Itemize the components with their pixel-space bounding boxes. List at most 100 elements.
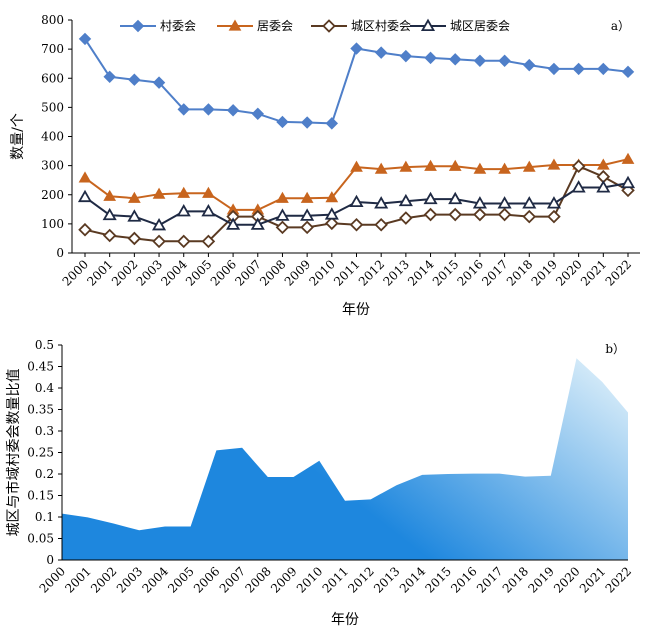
data-point (374, 217, 388, 232)
y-tick-label: 0.45 (27, 360, 54, 374)
y-axis-title: 城区与市域村委会数量比值 (5, 369, 22, 537)
x-tick-label: 2004 (158, 257, 190, 289)
data-point (523, 58, 536, 72)
data-point (177, 103, 190, 116)
data-point (177, 186, 191, 198)
x-tick-label: 2012 (345, 564, 376, 595)
y-tick-label: 800 (41, 13, 64, 27)
data-point (398, 193, 413, 207)
data-point (621, 183, 635, 198)
data-point (399, 49, 413, 63)
area-chart-panel: 0 0.05 0.1 0.15 0.2 0.25 0.3 0.35 0.4 0.45 0.5 2000… (5, 338, 634, 628)
x-tick-label: 2003 (114, 564, 145, 595)
x-tick-label: 2014 (405, 257, 437, 289)
data-point (522, 160, 536, 172)
data-point (572, 62, 585, 76)
data-point (77, 189, 93, 203)
y-axis-title: 数量/个 (10, 113, 26, 160)
y-tick-label: 0.25 (27, 446, 54, 460)
x-tick-label: 2002 (88, 564, 119, 595)
y-tick-label: 0 (46, 553, 54, 567)
panel-label-a: a） (611, 19, 630, 33)
x-tick-label: 2021 (577, 564, 608, 595)
data-point (201, 204, 216, 217)
data-point (152, 234, 166, 249)
y-tick-label: 0.2 (35, 467, 54, 481)
y-tick-label: 0.15 (27, 489, 54, 503)
x-tick-label: 2001 (84, 257, 115, 288)
data-point (448, 207, 462, 222)
data-point (201, 234, 216, 249)
data-point (103, 70, 116, 84)
data-point (324, 207, 339, 220)
x-tick-label: 2019 (529, 257, 560, 288)
data-point (498, 54, 511, 67)
y-tick-label: 400 (41, 130, 64, 144)
data-point (300, 116, 314, 129)
data-point (399, 160, 413, 172)
data-point (448, 159, 462, 171)
data-point (473, 162, 487, 174)
x-tick-label: 2009 (268, 564, 299, 595)
x-tick-label: 2010 (294, 564, 325, 595)
x-tick-label: 2017 (479, 257, 510, 288)
legend-label: 村委会 (160, 19, 196, 33)
data-point (423, 207, 438, 222)
x-tick-label: 2003 (134, 257, 165, 288)
x-tick-label: 2017 (474, 564, 505, 595)
data-point (571, 159, 586, 173)
data-point (522, 209, 537, 224)
y-tick-label: 700 (41, 42, 64, 56)
x-tick-label: 2006 (208, 257, 239, 288)
x-tick-label: 2000 (60, 257, 91, 288)
y-tick-label: 0.1 (35, 510, 54, 524)
x-tick-label: 2013 (371, 564, 402, 595)
data-point (472, 196, 487, 209)
data-point (128, 73, 141, 86)
data-point (596, 158, 610, 170)
data-point (424, 51, 437, 65)
data-point (78, 222, 92, 237)
legend-label: 城区村委会 (351, 19, 411, 33)
x-tick-label: 2012 (356, 257, 387, 288)
x-tick-label: 2021 (578, 257, 609, 288)
x-tick-label: 2014 (397, 564, 429, 596)
legend-label: 居委会 (257, 19, 293, 33)
x-tick-label: 2020 (551, 564, 582, 595)
data-point (596, 180, 611, 193)
data-point (78, 171, 92, 183)
data-point (250, 217, 265, 230)
data-point (547, 158, 561, 170)
x-axis-title: 年份 (331, 612, 359, 628)
data-point (276, 191, 289, 203)
y-tick-label: 100 (41, 217, 64, 231)
y-tick-label: 200 (41, 188, 64, 202)
data-point (399, 211, 413, 225)
data-point (547, 62, 561, 76)
data-point (151, 218, 167, 231)
data-point (176, 204, 191, 217)
x-tick-label: 2005 (165, 564, 196, 595)
x-tick-label: 2019 (525, 564, 556, 595)
legend-label: 城区居委会 (450, 19, 510, 33)
data-point (128, 191, 141, 203)
data-point (424, 159, 437, 171)
data-point (621, 152, 635, 164)
data-point (473, 207, 487, 222)
y-tick-label: 0.5 (35, 338, 54, 352)
data-point (621, 65, 635, 79)
data-point (374, 46, 388, 59)
data-point (350, 42, 363, 55)
data-point (498, 162, 511, 174)
data-point (325, 117, 339, 130)
data-point (497, 207, 512, 222)
x-tick-label: 2018 (504, 257, 535, 288)
data-point (127, 231, 142, 246)
data-point (374, 196, 389, 209)
x-tick-label: 2005 (183, 257, 214, 288)
data-point (597, 62, 610, 76)
data-point (571, 180, 586, 193)
data-point (127, 209, 142, 222)
y-tick-label: 0.3 (35, 424, 54, 438)
data-point (102, 228, 117, 243)
